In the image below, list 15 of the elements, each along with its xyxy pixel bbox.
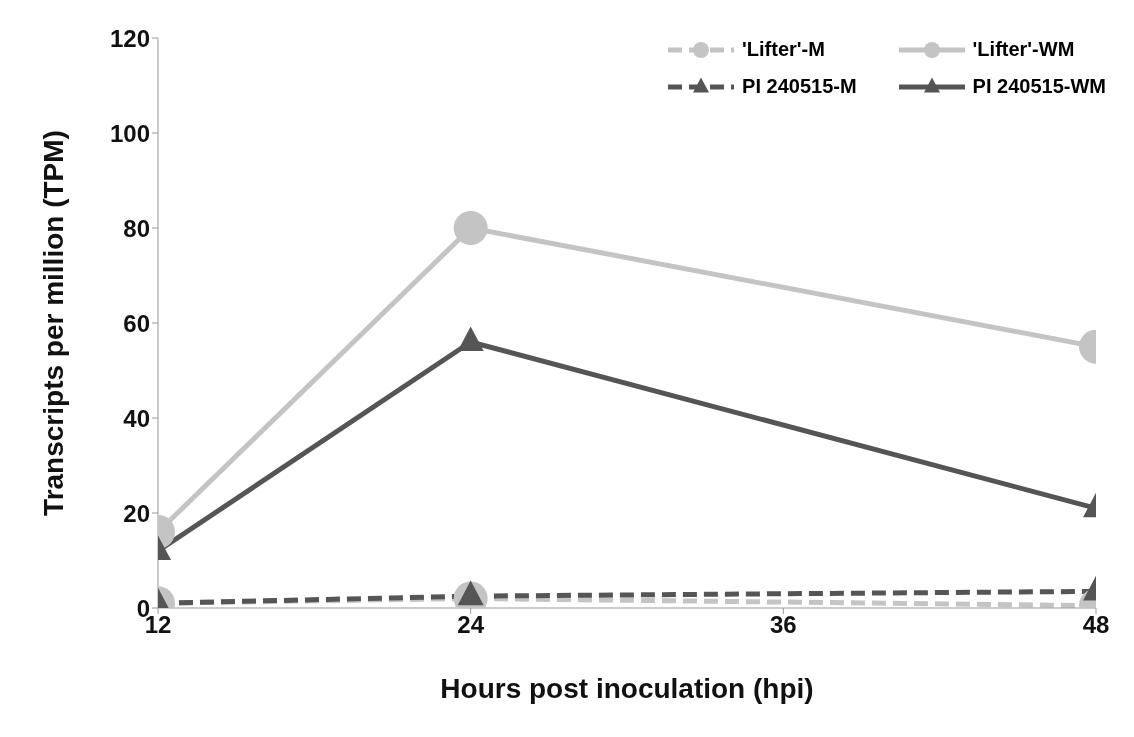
x-axis-title: Hours post inoculation (hpi): [440, 673, 814, 704]
legend-label: PI 240515-M: [742, 75, 857, 98]
legend-label: PI 240515-WM: [972, 75, 1106, 98]
y-tick-label: 80: [123, 214, 150, 242]
y-tick-label: 20: [123, 499, 150, 527]
y-tick-label: 60: [123, 309, 150, 337]
legend-label: 'Lifter'-M: [742, 38, 825, 61]
y-tick-label: 100: [109, 119, 150, 147]
y-axis-title: Transcripts per million (TPM): [37, 130, 69, 516]
x-tick-label: 36: [769, 611, 797, 639]
x-tick-label: 24: [457, 611, 485, 639]
y-tick-label: 40: [123, 404, 150, 432]
x-tick-label: 48: [1082, 611, 1110, 639]
legend-label: 'Lifter'-WM: [972, 38, 1075, 61]
y-tick-label: 120: [109, 24, 150, 52]
